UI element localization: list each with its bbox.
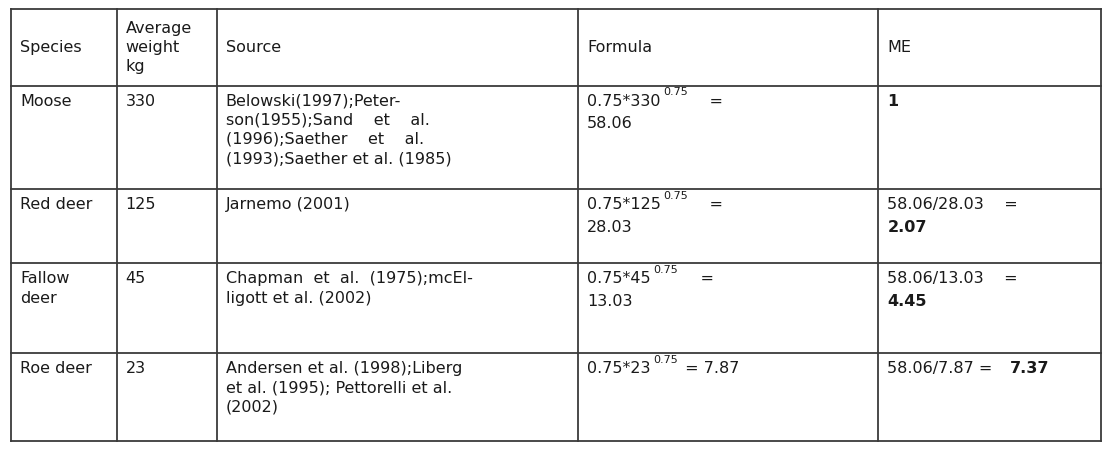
Text: Source: Source	[226, 40, 281, 55]
Text: Red deer: Red deer	[20, 197, 92, 212]
Text: 4.45: 4.45	[887, 294, 927, 309]
Text: 58.06/7.87 =: 58.06/7.87 =	[887, 361, 997, 376]
Text: Jarnemo (2001): Jarnemo (2001)	[226, 197, 350, 212]
Text: Formula: Formula	[587, 40, 653, 55]
Text: Roe deer: Roe deer	[20, 361, 92, 376]
Text: 0.75*45: 0.75*45	[587, 271, 651, 286]
Text: 0.75: 0.75	[663, 87, 687, 98]
Text: 58.06/28.03    =: 58.06/28.03 =	[887, 197, 1019, 212]
Text: Chapman  et  al.  (1975);mcEl-
ligott et al. (2002): Chapman et al. (1975);mcEl- ligott et al…	[226, 271, 473, 306]
Text: 125: 125	[126, 197, 156, 212]
Text: 0.75*330: 0.75*330	[587, 94, 661, 108]
Text: 0.75*23: 0.75*23	[587, 361, 651, 376]
Text: 58.06: 58.06	[587, 116, 633, 131]
Text: Moose: Moose	[20, 94, 71, 108]
Text: 0.75: 0.75	[654, 265, 678, 275]
Text: 1: 1	[887, 94, 898, 108]
Text: Belowski(1997);Peter-
son(1955);Sand    et    al.
(1996);Saether    et    al.
(1: Belowski(1997);Peter- son(1955);Sand et …	[226, 94, 451, 166]
Text: 45: 45	[126, 271, 146, 286]
Text: =: =	[689, 94, 723, 108]
Text: 2.07: 2.07	[887, 220, 927, 234]
Text: Average
weight
kg: Average weight kg	[126, 21, 192, 74]
Text: ME: ME	[887, 40, 912, 55]
Text: 0.75*125: 0.75*125	[587, 197, 661, 212]
Text: 330: 330	[126, 94, 156, 108]
Text: 7.37: 7.37	[1011, 361, 1050, 376]
Text: 0.75: 0.75	[663, 191, 687, 201]
Text: 23: 23	[126, 361, 146, 376]
Text: 28.03: 28.03	[587, 220, 633, 234]
Text: 58.06/13.03    =: 58.06/13.03 =	[887, 271, 1017, 286]
Text: =: =	[679, 271, 714, 286]
Text: Andersen et al. (1998);Liberg
et al. (1995); Pettorelli et al.
(2002): Andersen et al. (1998);Liberg et al. (19…	[226, 361, 463, 415]
Text: = 7.87: = 7.87	[679, 361, 739, 376]
Text: 13.03: 13.03	[587, 294, 633, 309]
Text: 0.75: 0.75	[654, 355, 678, 365]
Text: Fallow
deer: Fallow deer	[20, 271, 70, 306]
Text: Species: Species	[20, 40, 81, 55]
Text: =: =	[689, 197, 723, 212]
